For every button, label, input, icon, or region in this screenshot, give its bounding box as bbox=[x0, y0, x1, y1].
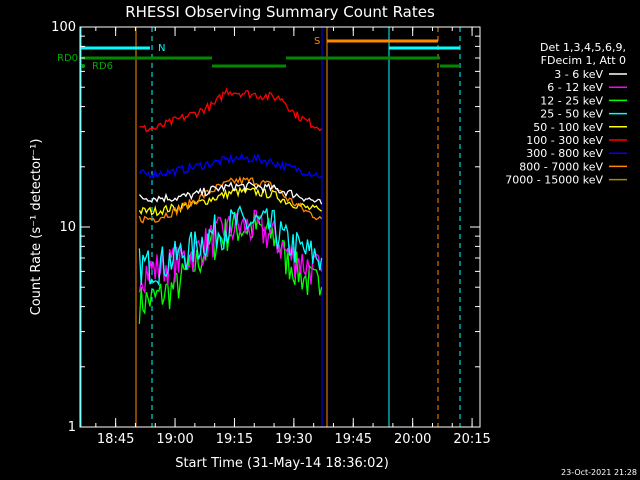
rd6-label: RD6 bbox=[92, 61, 113, 72]
series-line bbox=[138, 181, 323, 205]
y-tick-label: 100 bbox=[51, 20, 76, 35]
s-flag-label: S bbox=[314, 36, 320, 47]
series-line bbox=[138, 186, 322, 217]
legend-label: 50 - 100 keV bbox=[533, 121, 603, 134]
rd0-label: RD0 bbox=[57, 53, 78, 64]
series-layer bbox=[138, 86, 323, 324]
series-line bbox=[138, 205, 323, 287]
rd6-marker bbox=[81, 64, 85, 68]
x-axis: 18:45 19:00 19:15 19:30 19:45 20:00 20:15 bbox=[95, 27, 491, 447]
y-tick-label: 1 bbox=[68, 420, 76, 435]
x-tick-label: 20:15 bbox=[453, 432, 490, 447]
series-line bbox=[138, 175, 323, 224]
y-tick-label: 10 bbox=[59, 220, 76, 235]
x-tick-label: 19:45 bbox=[335, 432, 372, 447]
x-tick-label: 19:00 bbox=[156, 432, 193, 447]
x-tick-label: 18:45 bbox=[97, 432, 134, 447]
x-tick-label: 19:15 bbox=[216, 432, 253, 447]
x-tick-label: 19:30 bbox=[275, 432, 312, 447]
plot-lines bbox=[80, 27, 461, 427]
footer-date: 23-Oct-2021 21:28 bbox=[561, 468, 637, 477]
legend-label: 3 - 6 keV bbox=[554, 68, 603, 81]
y-axis-label: Count Rate (s⁻¹ detector⁻¹) bbox=[29, 139, 44, 316]
legend-label: 12 - 25 keV bbox=[540, 94, 603, 107]
legend-label: 300 - 800 keV bbox=[526, 147, 603, 160]
x-axis-label: Start Time (31-May-14 18:36:02) bbox=[175, 456, 389, 471]
y-axis: 1 10 100 bbox=[51, 20, 480, 435]
legend-label: 7000 - 15000 keV bbox=[505, 174, 603, 187]
series-line bbox=[138, 152, 323, 180]
chart-title: RHESSI Observing Summary Count Rates bbox=[125, 3, 435, 21]
n-flag-label: N bbox=[158, 43, 165, 54]
legend-label: 6 - 12 keV bbox=[547, 81, 603, 94]
legend: Det 1,3,4,5,6,9, FDecim 1, Att 0 3 - 6 k… bbox=[505, 41, 627, 187]
x-tick-label: 20:00 bbox=[394, 432, 431, 447]
series-line bbox=[138, 211, 323, 324]
series-line bbox=[139, 86, 323, 133]
series-line bbox=[138, 209, 323, 295]
legend-label: 25 - 50 keV bbox=[540, 108, 603, 121]
legend-label: 100 - 300 keV bbox=[526, 134, 603, 147]
legend-label: 800 - 7000 keV bbox=[519, 160, 603, 173]
legend-header-2: FDecim 1, Att 0 bbox=[541, 54, 626, 67]
legend-header-1: Det 1,3,4,5,6,9, bbox=[540, 41, 626, 54]
